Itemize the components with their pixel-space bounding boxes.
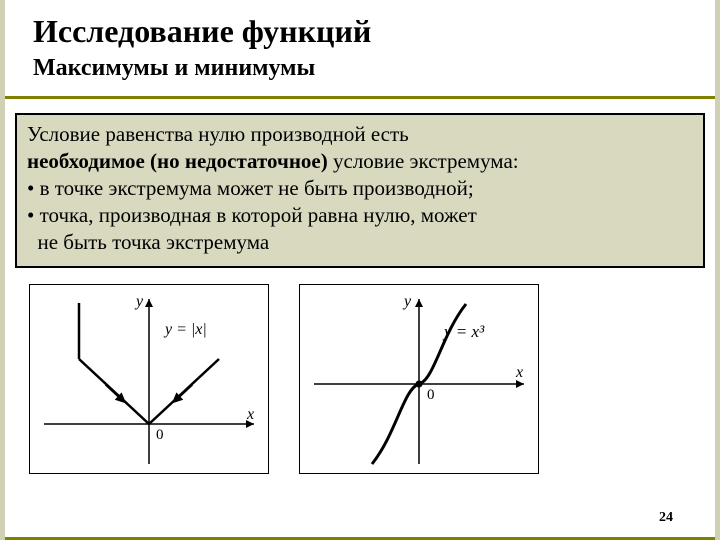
func-label-1: y = |x|: [163, 321, 207, 338]
slide-title: Исследование функций: [33, 14, 687, 49]
slide-content: Исследование функций Максимумы и минимум…: [5, 0, 715, 540]
axis-x-label: x: [246, 406, 254, 423]
slide-subtitle: Максимумы и минимумы: [33, 55, 687, 82]
info-text: Условие равенства нулю производной есть …: [27, 121, 693, 255]
origin-label-2: 0: [427, 387, 435, 403]
info-line2-rest: условие экстремума:: [328, 149, 519, 173]
axis-x-label-2: x: [515, 364, 523, 381]
page-number: 24: [659, 510, 673, 526]
info-bullet2a: • точка, производная в которой равна нул…: [27, 203, 477, 227]
chart-abs: y x 0 y = |x|: [29, 284, 269, 474]
info-bullet1: • в точке экстремума может не быть произ…: [27, 176, 474, 200]
info-box: Условие равенства нулю производной есть …: [15, 113, 705, 267]
info-bullet2b: не быть точка экстремума: [27, 230, 269, 254]
origin-label: 0: [156, 427, 164, 443]
info-line1: Условие равенства нулю производной есть: [27, 122, 409, 146]
axis-y-label: y: [134, 293, 144, 310]
axis-y-label-2: y: [402, 293, 412, 310]
func-label-2: y = x³: [442, 322, 485, 341]
chart-cubic: y x 0 y = x³: [299, 284, 539, 474]
charts-row: y x 0 y = |x|: [29, 284, 715, 474]
title-underline: [5, 96, 715, 99]
info-bold: необходимое (но недостаточное): [27, 149, 328, 173]
title-block: Исследование функций Максимумы и минимум…: [5, 0, 715, 86]
